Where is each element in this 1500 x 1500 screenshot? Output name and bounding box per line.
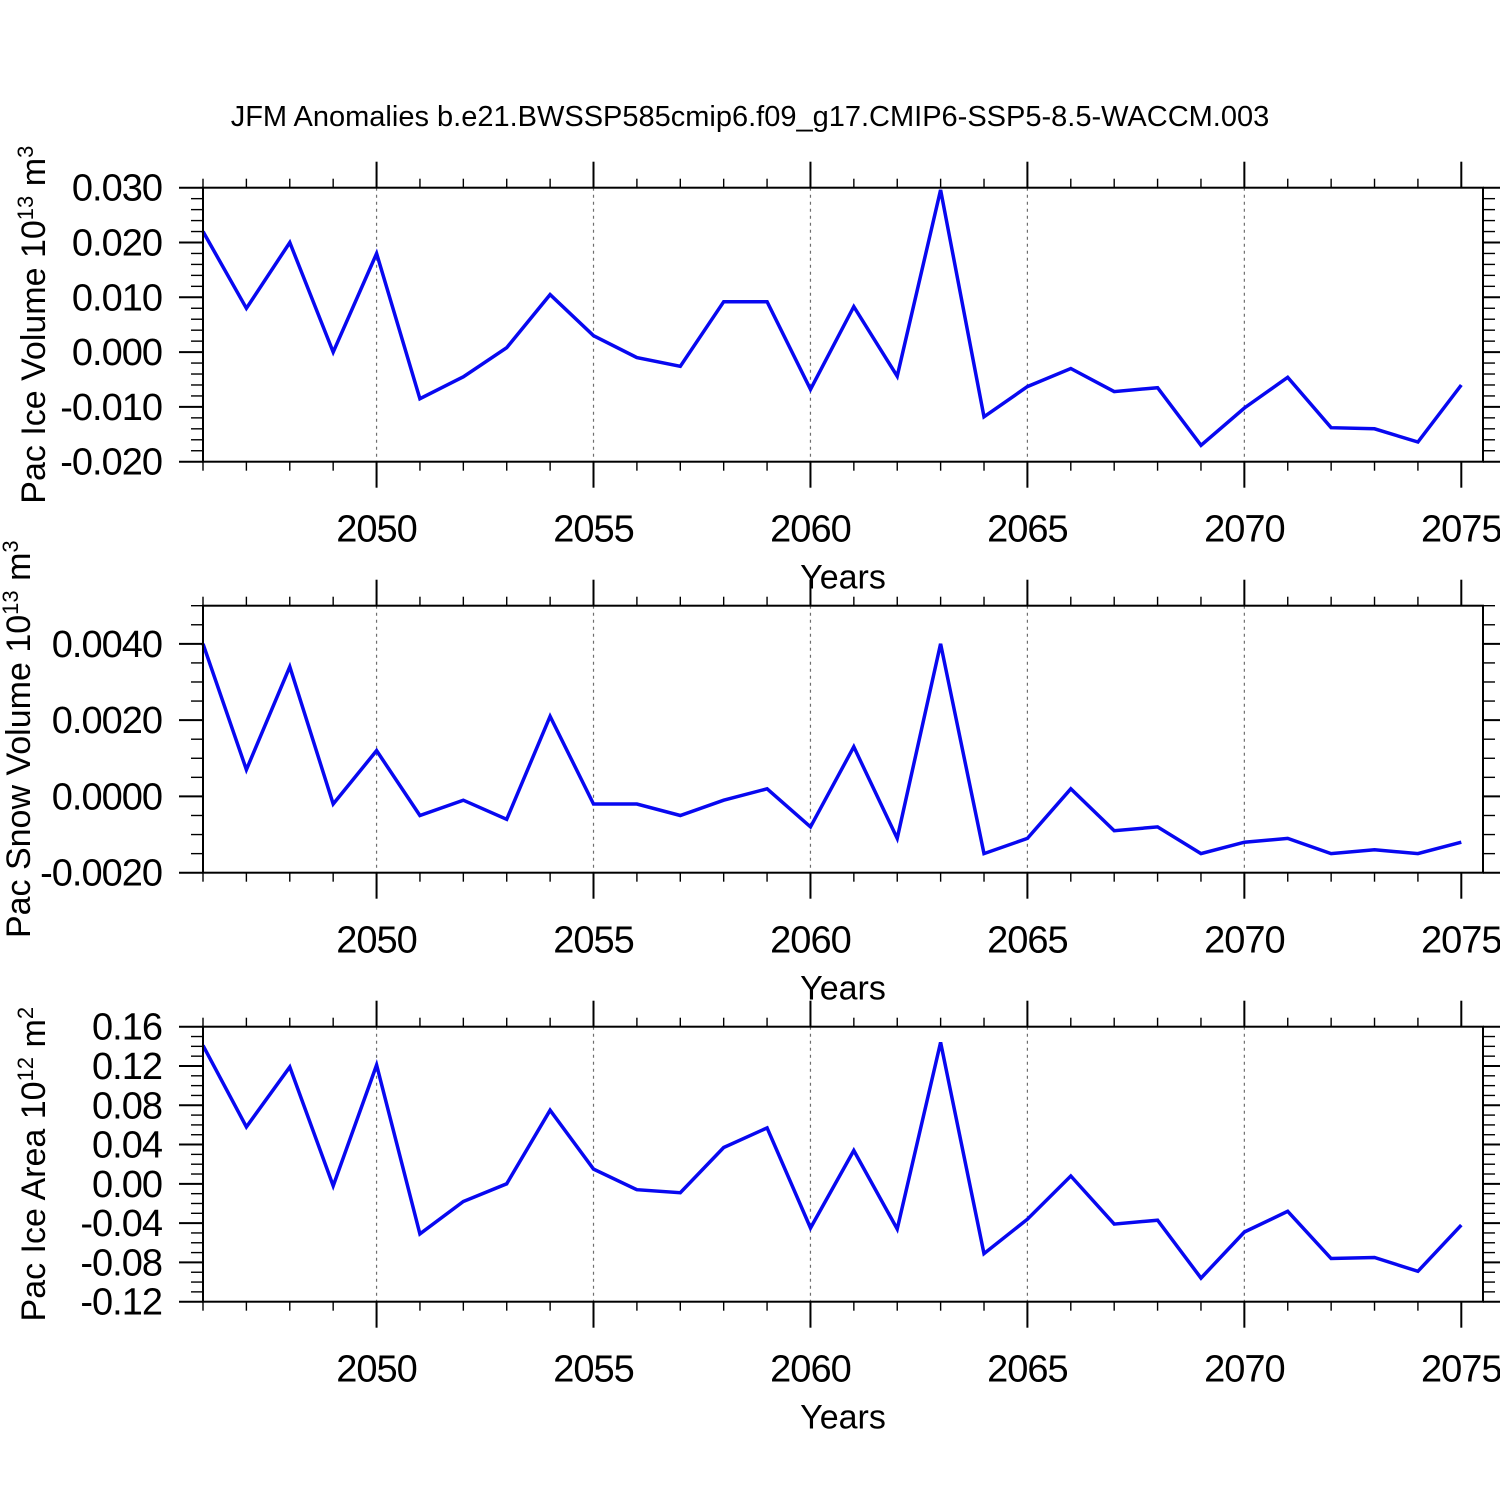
pac-ice-area-xlabel: Years: [800, 1399, 886, 1437]
figure-title: JFM Anomalies b.e21.BWSSP585cmip6.f09_g1…: [230, 101, 1270, 133]
pac-ice-area-ylabel: Pac Ice Area 1012 m2: [13, 1007, 53, 1322]
y-tick-label: 0.08: [92, 1085, 162, 1127]
plot-box: [202, 186, 1484, 463]
y-tick-label: 0.0040: [52, 624, 162, 666]
y-tick-label: 0.00: [92, 1164, 162, 1206]
y-tick-label: -0.04: [80, 1203, 162, 1245]
x-tick-label: 2065: [987, 509, 1068, 551]
y-tick-label: -0.08: [80, 1242, 162, 1284]
x-tick-label: 2070: [1204, 1349, 1285, 1391]
pac-ice-volume-ylabel: Pac Ice Volume 1013 m3: [13, 146, 53, 504]
x-tick-label: 2060: [770, 920, 851, 962]
y-tick-label: 0.12: [92, 1046, 162, 1088]
x-tick-label: 2055: [553, 920, 634, 962]
panel-pac-ice-volume: 0.030 0.020 0.010 0.000 -0.010 -0.020 2050 2055…: [13, 146, 1500, 597]
y-tick-label: 0.010: [72, 277, 162, 319]
x-tick-label: 2065: [987, 1349, 1068, 1391]
pac-snow-volume-ylabel: Pac Snow Volume 1013 m3: [0, 540, 38, 938]
pac-ice-volume-xlabel: Years: [800, 559, 886, 597]
y-tick-label: -0.12: [80, 1282, 162, 1324]
x-tick-label: 2070: [1204, 509, 1285, 551]
pac-snow-volume-series-line: [201, 643, 1462, 856]
x-tick-label: 2055: [553, 509, 634, 551]
x-tick-label: 2075: [1421, 920, 1500, 962]
y-tick-label: 0.0020: [52, 700, 162, 742]
x-tick-label: 2050: [336, 509, 417, 551]
plot-box: [202, 604, 1484, 874]
y-tick-label: -0.010: [60, 387, 162, 429]
y-tick-label: 0.000: [72, 332, 162, 374]
x-tick-label: 2065: [987, 920, 1068, 962]
x-tick-label: 2075: [1421, 1349, 1500, 1391]
x-tick-label: 2060: [770, 1349, 851, 1391]
pac-snow-volume-xlabel: Years: [800, 970, 886, 1008]
y-tick-label: 0.16: [92, 1007, 162, 1049]
x-tick-label: 2055: [553, 1349, 634, 1391]
y-tick-label: 0.030: [72, 168, 162, 210]
y-tick-label: -0.020: [60, 442, 162, 484]
x-tick-label: 2075: [1421, 509, 1500, 551]
x-tick-label: 2060: [770, 509, 851, 551]
y-tick-label: -0.0020: [40, 853, 162, 895]
y-tick-label: 0.0000: [52, 776, 162, 818]
x-tick-label: 2050: [336, 1349, 417, 1391]
plot-box: [202, 1025, 1484, 1303]
x-tick-label: 2070: [1204, 920, 1285, 962]
pac-ice-area-series-line: [201, 1042, 1463, 1281]
panel-pac-ice-area: 0.160.120.080.040.00-0.04-0.08-0.12 2050 2…: [13, 1000, 1500, 1437]
panel-pac-snow-volume: 0.0040 0.0020 0.0000 -0.0020 2050 2055 2060 206…: [0, 540, 1500, 1008]
y-tick-label: 0.020: [72, 223, 162, 265]
pac-ice-volume-series-line: [201, 189, 1463, 448]
y-tick-label: 0.04: [92, 1125, 163, 1167]
x-tick-label: 2050: [336, 920, 417, 962]
